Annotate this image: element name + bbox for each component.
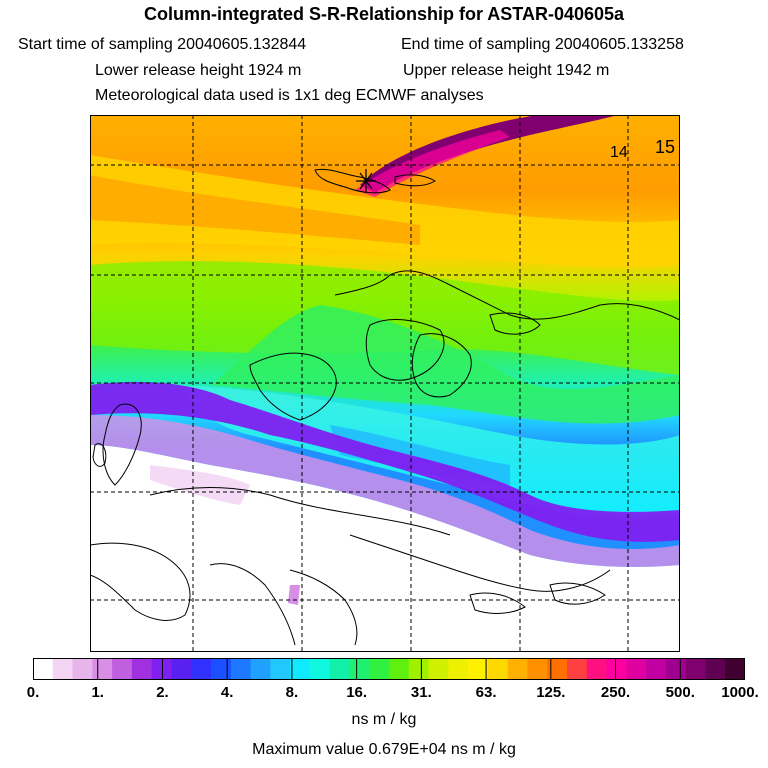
colorbar-swatch: [329, 658, 350, 680]
maximum-value-text: Maximum value 0.679E+04 ns m / kg: [252, 741, 516, 758]
coast-scandinavia-north: [334, 270, 680, 321]
colorbar-tick-label: 250.: [600, 684, 631, 701]
colorbar-swatch: [448, 658, 469, 680]
colorbar-swatch: [270, 658, 291, 680]
colorbar-swatch: [250, 658, 271, 680]
colorbar-tick-label: 1000.: [721, 684, 759, 701]
colorbar-swatch: [487, 658, 509, 680]
field-small-patch: [288, 585, 300, 605]
colorbar-swatch: [606, 658, 627, 680]
coast-white-sea: [489, 312, 541, 335]
upper-release-text: Upper release height 1942 m: [403, 62, 610, 79]
colorbar-swatch: [131, 658, 153, 680]
coast-ireland: [92, 443, 107, 467]
colorbar-swatch: [92, 658, 113, 680]
coast-finland: [411, 333, 472, 398]
colorbar-swatch: [646, 658, 667, 680]
colorbar: [32, 658, 746, 680]
colorbar-swatch: [626, 658, 647, 680]
colorbar-swatch: [52, 658, 74, 680]
colorbar-tick-label: 0.: [26, 684, 40, 701]
lower-release-text: Lower release height 1924 m: [95, 62, 302, 79]
map-frame: [90, 115, 680, 652]
colorbar-swatch: [685, 658, 706, 680]
colorbar-tick-label: 500.: [665, 684, 695, 701]
colorbar-tick-label: 2.: [156, 684, 169, 701]
coast-iberia: [90, 542, 191, 621]
plot-title: Column-integrated S-R-Relationship for A…: [143, 4, 625, 24]
colorbar-swatch: [309, 658, 331, 680]
field-green-band: [90, 261, 680, 375]
field-purple-band: [90, 381, 680, 542]
start-time-text: Start time of sampling 20040605.132844: [18, 36, 307, 53]
colorbar-swatch: [725, 658, 746, 680]
colorbar-tick-label: 63.: [475, 684, 497, 701]
field-pink-edge: [355, 130, 510, 197]
coast-britain: [102, 403, 142, 486]
coast-island: [394, 174, 436, 187]
colorbar-swatch: [705, 658, 726, 680]
coast-caspian: [549, 582, 606, 605]
field-green-patch: [210, 305, 680, 424]
colorbar-swatch: [468, 658, 489, 680]
colorbar-swatch: [527, 658, 548, 680]
colorbar-tick-labels: 0. 1. 2. 4. 8. 16. 31. 63. 125. 250. 500. 1000.: [0, 684, 768, 704]
colorbar-swatch: [230, 658, 252, 680]
colorbar-swatch: [567, 658, 588, 680]
coast-svalbard: [314, 168, 391, 194]
colorbar-swatch: [151, 658, 172, 680]
colorbar-tick-label: 16.: [346, 684, 368, 701]
colorbar-swatch: [586, 658, 608, 680]
coast-norway: [249, 352, 337, 421]
colorbar-tick-label: 1.: [91, 684, 104, 701]
met-data-text: Meteorological data used is 1x1 deg ECMW…: [95, 87, 484, 104]
colorbar-tick-label: 8.: [285, 684, 299, 701]
field-yellow-band: [90, 155, 680, 268]
colorbar-tick-label: 125.: [536, 684, 566, 701]
track-label-15: 15: [655, 137, 675, 157]
colorbar-swatch: [507, 658, 528, 680]
colorbar-tick-label: 4.: [220, 684, 234, 701]
colorbar-swatch: [408, 658, 430, 680]
colorbar-swatch: [389, 658, 410, 680]
coast-france-italy: [209, 563, 296, 646]
colorbar-swatch: [171, 658, 192, 680]
release-point-marker: [356, 169, 376, 193]
colorbar-swatch: [33, 658, 54, 680]
colorbar-swatch: [665, 658, 687, 680]
end-time-text: End time of sampling 20040605.133258: [401, 36, 684, 53]
colorbar-swatch: [349, 658, 370, 680]
coast-sweden: [365, 319, 445, 381]
map-canvas: 14 15: [90, 115, 680, 652]
coast-balkans: [349, 534, 611, 592]
coast-black-sea: [469, 592, 526, 614]
colorbar-swatch: [191, 658, 212, 680]
colorbar-swatch: [369, 658, 390, 680]
colorbar-swatch: [290, 658, 311, 680]
coast-north-europe: [149, 487, 451, 536]
colorbar-units: ns m / kg: [351, 711, 417, 728]
colorbar-swatch: [211, 658, 232, 680]
sensitivity-map: 14 15: [90, 115, 680, 652]
colorbar-tick-label: 31.: [410, 684, 432, 701]
field-pale-patch: [150, 465, 250, 505]
coastlines: [90, 168, 680, 646]
field-magenta-fringe: [90, 415, 680, 567]
field-orange-band: [90, 175, 420, 245]
track-label-14: 14: [610, 144, 628, 161]
colorbar-frame: [33, 658, 745, 680]
grid-lines: [90, 115, 680, 652]
colorbar-swatch: [428, 658, 449, 680]
colorbar-swatch: [112, 658, 133, 680]
colorbar-swatch: [547, 658, 568, 680]
colorbar-swatches: [32, 658, 746, 680]
colorbar-swatch: [72, 658, 93, 680]
